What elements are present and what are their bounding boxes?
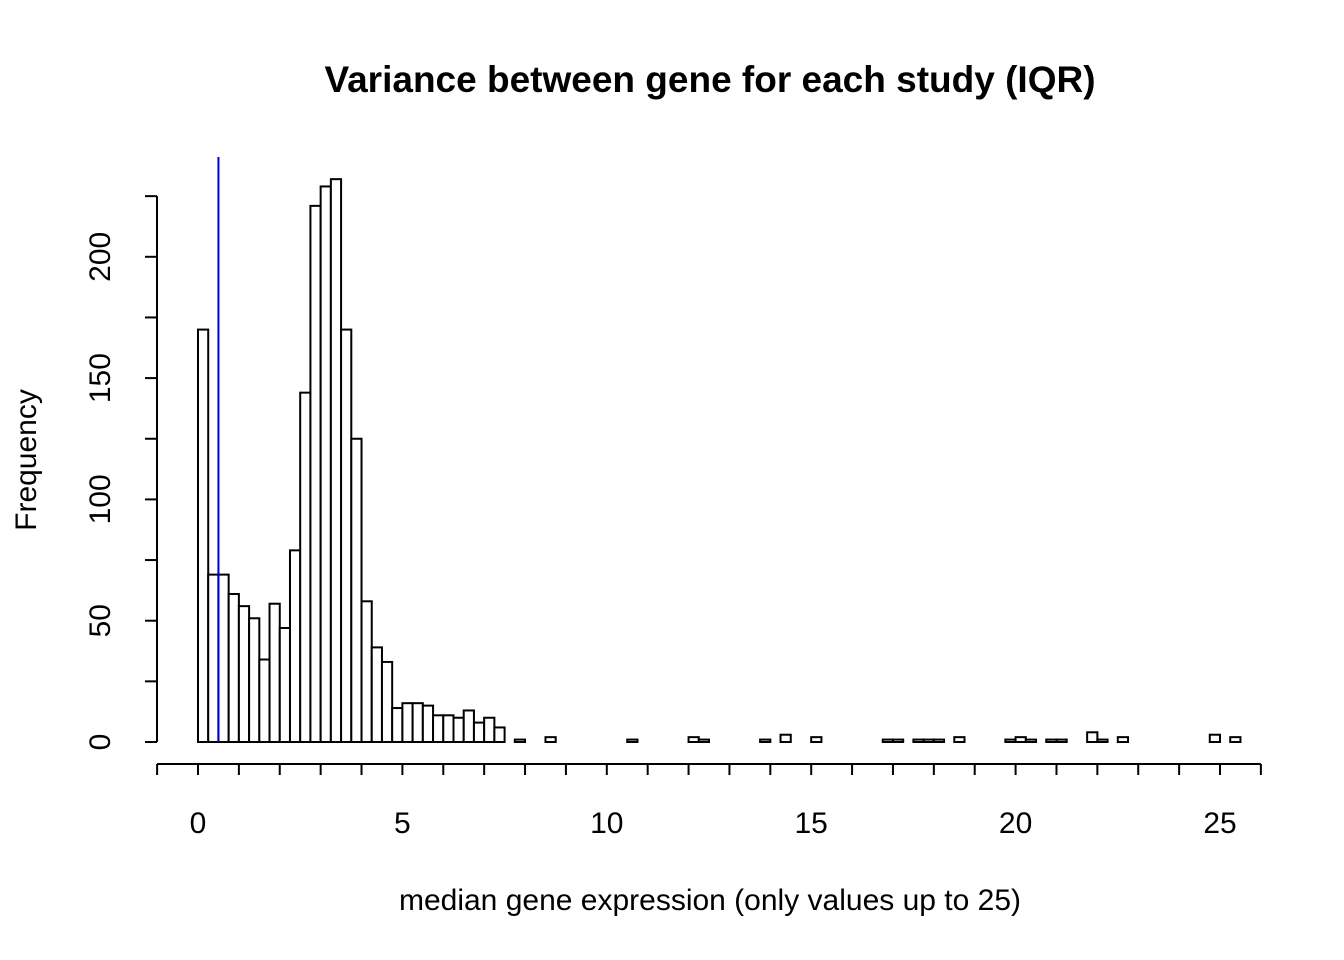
histogram-bar — [329, 178, 343, 743]
x-tick-label: 25 — [1203, 807, 1236, 840]
histogram-bar — [472, 721, 486, 743]
histogram-bar — [1086, 731, 1099, 744]
histogram-bars — [197, 178, 1242, 744]
histogram-bar — [1096, 738, 1109, 743]
histogram-bar — [299, 391, 312, 743]
histogram-bar — [237, 605, 251, 743]
y-tick-label: 100 — [84, 474, 117, 524]
histogram-bar — [442, 714, 455, 744]
y-axis: 0 50 100 150 200 — [84, 195, 158, 751]
histogram-bar — [391, 707, 404, 744]
histogram-bar — [912, 738, 925, 743]
histogram-bar — [462, 709, 475, 743]
histogram-bar — [922, 738, 935, 743]
histogram-bar — [1229, 736, 1242, 744]
histogram-bar — [891, 738, 905, 743]
histogram-bar — [881, 738, 894, 743]
histogram-bar — [1014, 736, 1027, 744]
histogram-bar — [687, 736, 700, 744]
histogram-bar — [207, 573, 220, 744]
histogram-bar — [810, 736, 823, 744]
histogram-bar — [268, 602, 281, 744]
histogram-bar — [452, 716, 465, 743]
x-tick-label: 10 — [590, 807, 623, 840]
histogram-bar — [309, 204, 322, 743]
histogram-bar — [360, 600, 373, 743]
histogram-bar — [401, 702, 414, 744]
histogram-bar — [1055, 738, 1068, 743]
histogram-bar — [1045, 738, 1058, 743]
histogram-bar — [217, 573, 230, 744]
histogram-bar — [248, 617, 261, 743]
histogram-bar — [626, 738, 639, 743]
histogram-bar — [1116, 736, 1130, 744]
histogram-bar — [483, 716, 496, 743]
histogram-bar — [380, 660, 394, 744]
x-axis-label: median gene expression (only values up t… — [399, 884, 1021, 917]
histogram-bar — [432, 714, 445, 744]
histogram-bar — [1004, 738, 1017, 743]
histogram-bar — [1208, 733, 1222, 743]
histogram-bar — [278, 626, 291, 744]
chart-title: Variance between gene for each study (IQ… — [324, 59, 1095, 100]
histogram-bar — [513, 738, 527, 743]
x-tick-label: 15 — [795, 807, 828, 840]
x-axis: 0 5 10 15 20 25 — [156, 763, 1262, 840]
histogram-bar — [288, 549, 302, 744]
histogram-bar — [227, 593, 240, 743]
histogram-bar — [197, 328, 210, 743]
histogram-bar — [493, 726, 506, 743]
histogram-bar — [1024, 738, 1038, 743]
x-tick-label: 5 — [394, 807, 411, 840]
y-axis-label: Frequency — [10, 389, 43, 531]
histogram-bar — [779, 733, 792, 743]
histogram-bar — [340, 328, 353, 743]
histogram-bar — [319, 185, 332, 744]
y-tick-label: 150 — [84, 353, 117, 403]
histogram-bar — [370, 646, 383, 743]
histogram-bar — [759, 738, 772, 743]
x-tick-label: 0 — [190, 807, 207, 840]
histogram-bar — [421, 704, 435, 743]
histogram-bar — [544, 736, 557, 744]
x-tick-label: 20 — [999, 807, 1032, 840]
histogram-bar — [258, 658, 271, 743]
y-tick-label: 200 — [84, 232, 117, 282]
histogram-bar — [953, 736, 966, 744]
y-tick-label: 0 — [84, 734, 117, 751]
histogram-bar — [411, 702, 424, 744]
histogram-bar — [932, 738, 946, 743]
y-tick-label: 50 — [84, 604, 117, 637]
histogram-bar — [697, 738, 711, 743]
histogram-bar — [350, 437, 363, 743]
